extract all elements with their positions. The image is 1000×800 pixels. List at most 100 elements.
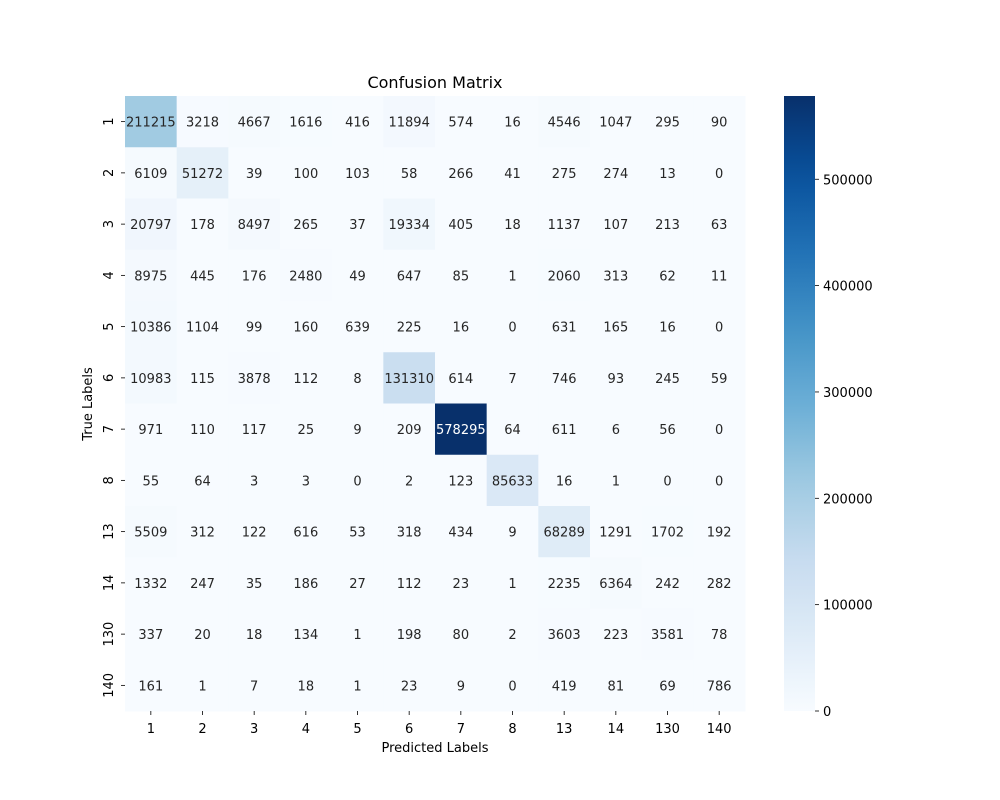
- cell-value-label: 247: [190, 577, 215, 592]
- heatmap-cell: [331, 96, 384, 148]
- heatmap-cell: [538, 301, 591, 353]
- heatmap-cell: [228, 403, 281, 456]
- cell-value-label: 49: [349, 269, 366, 284]
- cell-value-label: 115: [190, 372, 215, 387]
- cell-value-label: 416: [345, 116, 370, 131]
- heatmap-cells: 211215 3218 4667 1616 416 11894 574 16 4546 1047 2…: [125, 96, 746, 712]
- colorbar-gradient: [784, 96, 815, 711]
- x-tick-label: 7: [457, 722, 465, 737]
- heatmap-cell: [331, 506, 384, 558]
- cell-value-label: 1: [508, 577, 516, 592]
- heatmap-cell: [693, 249, 746, 302]
- heatmap-cell: [176, 608, 229, 661]
- heatmap-cell: [435, 454, 488, 507]
- heatmap-cell: [693, 403, 746, 456]
- cell-value-label: 78: [711, 628, 728, 643]
- x-tick-label: 8: [508, 722, 516, 737]
- cell-value-label: 160: [293, 321, 318, 336]
- heatmap-cell: [641, 506, 694, 558]
- heatmap-cell: [486, 557, 539, 609]
- cell-value-label: 20797: [130, 218, 171, 233]
- cell-value-label: 639: [345, 321, 370, 336]
- cell-value-label: 211215: [126, 116, 176, 131]
- cell-value-label: 2: [508, 628, 516, 643]
- cell-value-label: 647: [397, 269, 422, 284]
- heatmap-cell: [435, 506, 488, 558]
- heatmap-cell: [486, 147, 539, 199]
- cell-value-label: 275: [552, 167, 577, 182]
- cell-value-label: 178: [190, 218, 215, 233]
- y-tick-label: 8: [102, 476, 117, 484]
- heatmap-cell: [435, 249, 488, 302]
- heatmap-cell: [176, 659, 229, 712]
- heatmap-cell: [383, 403, 436, 456]
- heatmap-cell: [538, 608, 591, 661]
- heatmap-cell: [590, 352, 643, 404]
- cell-value-label: 19334: [388, 218, 429, 233]
- cell-value-label: 318: [397, 526, 422, 541]
- heatmap-cell: [693, 352, 746, 404]
- heatmap-cell: [538, 147, 591, 199]
- cell-value-label: 419: [552, 679, 577, 694]
- cell-value-label: 107: [603, 218, 628, 233]
- heatmap-cell: [125, 454, 178, 507]
- cell-value-label: 611: [552, 423, 577, 438]
- cell-value-label: 198: [397, 628, 422, 643]
- cell-value-label: 282: [707, 577, 732, 592]
- y-tick-label: 4: [102, 271, 117, 279]
- heatmap-cell: [538, 506, 591, 558]
- x-tick-label: 14: [608, 722, 625, 737]
- heatmap-cell: [125, 198, 178, 251]
- cell-value-label: 6: [612, 423, 620, 438]
- cell-value-label: 313: [603, 269, 628, 284]
- heatmap-cell: [693, 301, 746, 353]
- cell-value-label: 209: [397, 423, 422, 438]
- heatmap-cell: [383, 659, 436, 712]
- heatmap-cell: [125, 659, 178, 712]
- cell-value-label: 3603: [548, 628, 581, 643]
- cell-value-label: 9: [457, 679, 465, 694]
- cell-value-label: 337: [138, 628, 163, 643]
- heatmap-cell: [486, 454, 539, 507]
- heatmap-cell: [486, 659, 539, 712]
- cell-value-label: 25: [298, 423, 315, 438]
- cell-value-label: 16: [504, 116, 521, 131]
- cell-value-label: 81: [608, 679, 625, 694]
- heatmap-cell: [176, 557, 229, 609]
- heatmap-cell: [486, 352, 539, 404]
- heatmap-cell: [435, 608, 488, 661]
- heatmap-cell: [693, 659, 746, 712]
- x-tick-label: 140: [707, 722, 732, 737]
- heatmap-cell: [176, 454, 229, 507]
- heatmap-cell: [486, 198, 539, 251]
- heatmap-cell: [280, 403, 333, 456]
- heatmap-cell: [228, 608, 281, 661]
- heatmap-cell: [435, 147, 488, 199]
- heatmap-cell: [331, 147, 384, 199]
- heatmap-cell: [228, 557, 281, 609]
- x-tick-label: 13: [556, 722, 573, 737]
- colorbar-tick-label: 400000: [823, 280, 873, 295]
- cell-value-label: 2480: [289, 269, 322, 284]
- cell-value-label: 23: [453, 577, 470, 592]
- cell-value-label: 112: [293, 372, 318, 387]
- heatmap-cell: [280, 96, 333, 148]
- heatmap-cell: [590, 403, 643, 456]
- y-tick-label: 6: [102, 374, 117, 382]
- heatmap-cell: [280, 557, 333, 609]
- heatmap-cell: [693, 608, 746, 661]
- heatmap-cell: [693, 454, 746, 507]
- heatmap-cell: [125, 352, 178, 404]
- cell-value-label: 18: [246, 628, 263, 643]
- heatmap-cell: [641, 403, 694, 456]
- heatmap-cell: [435, 557, 488, 609]
- heatmap-cell: [538, 557, 591, 609]
- heatmap-cell: [383, 506, 436, 558]
- cell-value-label: 85: [453, 269, 470, 284]
- heatmap-cell: [590, 301, 643, 353]
- x-tick-label: 6: [405, 722, 413, 737]
- heatmap-cell: [538, 198, 591, 251]
- cell-value-label: 578295: [436, 423, 486, 438]
- cell-value-label: 225: [397, 321, 422, 336]
